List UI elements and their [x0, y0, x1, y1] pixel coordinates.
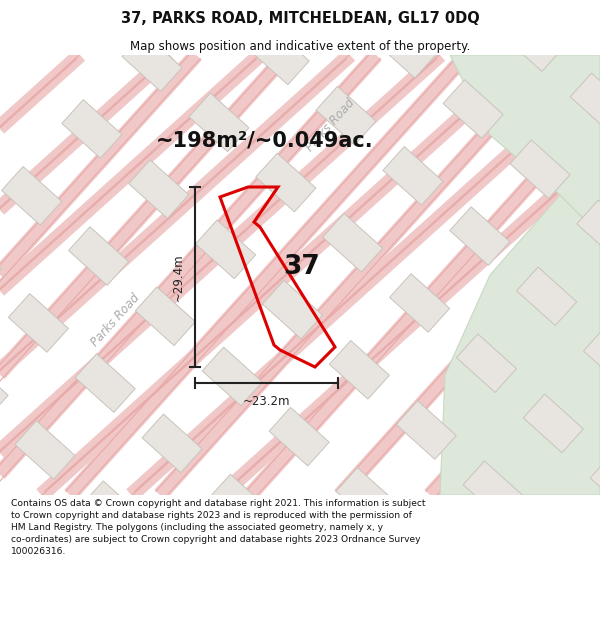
Polygon shape	[450, 55, 600, 235]
Polygon shape	[256, 153, 316, 212]
Polygon shape	[189, 93, 249, 152]
Polygon shape	[336, 468, 396, 526]
Polygon shape	[323, 214, 383, 272]
Polygon shape	[75, 354, 135, 412]
Polygon shape	[440, 195, 600, 495]
Text: ~198m²/~0.049ac.: ~198m²/~0.049ac.	[156, 130, 374, 150]
Polygon shape	[457, 334, 517, 392]
Polygon shape	[0, 488, 15, 546]
Polygon shape	[82, 481, 142, 539]
Polygon shape	[376, 19, 436, 78]
Polygon shape	[523, 394, 583, 452]
Polygon shape	[8, 294, 68, 352]
Polygon shape	[62, 99, 122, 158]
Polygon shape	[316, 86, 376, 145]
Polygon shape	[129, 160, 189, 219]
Polygon shape	[0, 233, 1, 292]
Polygon shape	[209, 474, 269, 533]
Polygon shape	[383, 147, 443, 205]
Text: 37: 37	[284, 254, 320, 280]
Polygon shape	[269, 408, 329, 466]
Polygon shape	[530, 521, 590, 580]
Polygon shape	[262, 280, 323, 339]
Polygon shape	[396, 401, 456, 459]
Polygon shape	[443, 80, 503, 138]
Text: Map shows position and indicative extent of the property.: Map shows position and indicative extent…	[130, 39, 470, 52]
Polygon shape	[450, 207, 510, 266]
Text: 37, PARKS ROAD, MITCHELDEAN, GL17 0DQ: 37, PARKS ROAD, MITCHELDEAN, GL17 0DQ	[121, 11, 479, 26]
Text: ~29.4m: ~29.4m	[172, 253, 185, 301]
Polygon shape	[590, 454, 600, 513]
Polygon shape	[122, 32, 182, 91]
Polygon shape	[142, 414, 202, 472]
Polygon shape	[2, 166, 62, 225]
Polygon shape	[15, 421, 75, 479]
Polygon shape	[202, 347, 262, 406]
Polygon shape	[570, 73, 600, 132]
Polygon shape	[510, 140, 570, 199]
Polygon shape	[68, 227, 128, 286]
Polygon shape	[0, 361, 8, 419]
Polygon shape	[196, 220, 256, 279]
Polygon shape	[584, 328, 600, 386]
Polygon shape	[182, 0, 242, 24]
Text: ~23.2m: ~23.2m	[243, 395, 290, 408]
Text: Parks Road: Parks Road	[88, 291, 142, 349]
Polygon shape	[249, 26, 309, 85]
Polygon shape	[389, 274, 449, 332]
Text: Contains OS data © Crown copyright and database right 2021. This information is : Contains OS data © Crown copyright and d…	[11, 499, 425, 556]
Polygon shape	[517, 267, 577, 326]
Polygon shape	[136, 287, 196, 346]
Polygon shape	[329, 341, 389, 399]
Polygon shape	[503, 13, 563, 71]
Polygon shape	[577, 200, 600, 259]
Polygon shape	[463, 461, 523, 519]
Text: Parks Road: Parks Road	[303, 96, 357, 154]
